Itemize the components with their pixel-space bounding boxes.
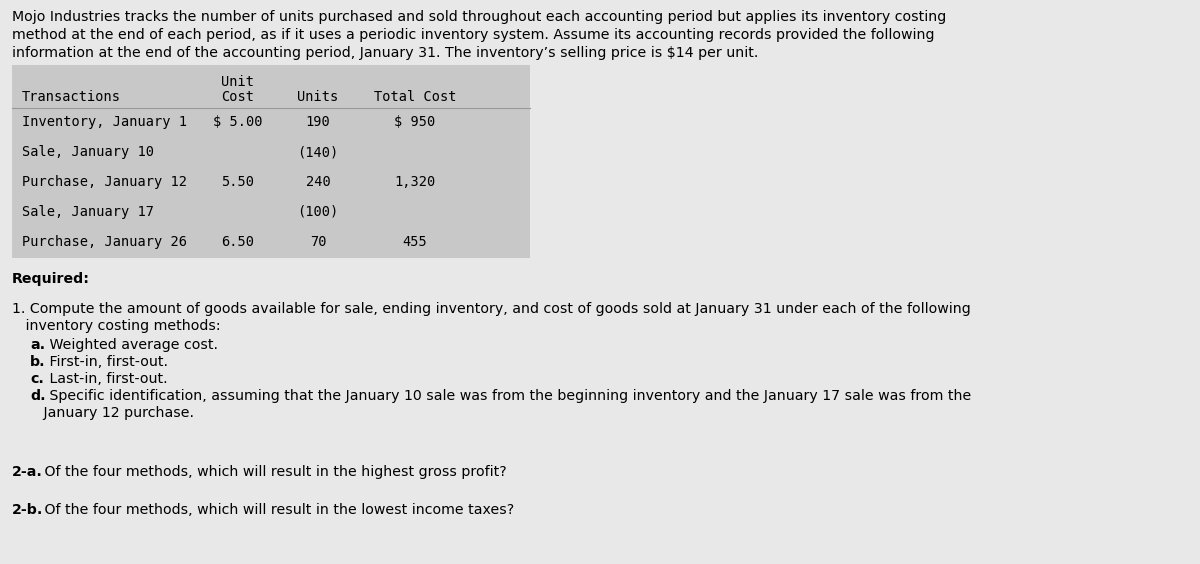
Text: Total Cost: Total Cost — [373, 90, 456, 104]
Text: 455: 455 — [403, 235, 427, 249]
Text: Cost: Cost — [222, 90, 254, 104]
Text: c.: c. — [30, 372, 44, 386]
Text: Of the four methods, which will result in the lowest income taxes?: Of the four methods, which will result i… — [40, 503, 515, 517]
Text: Mojo Industries tracks the number of units purchased and sold throughout each ac: Mojo Industries tracks the number of uni… — [12, 10, 947, 24]
Text: Last-in, first-out.: Last-in, first-out. — [46, 372, 168, 386]
Text: Units: Units — [298, 90, 338, 104]
Text: b.: b. — [30, 355, 46, 369]
Text: method at the end of each period, as if it uses a periodic inventory system. Ass: method at the end of each period, as if … — [12, 28, 935, 42]
Text: Inventory, January 1: Inventory, January 1 — [22, 115, 187, 129]
Text: January 12 purchase.: January 12 purchase. — [30, 406, 194, 420]
Text: (100): (100) — [298, 205, 338, 219]
Text: Purchase, January 12: Purchase, January 12 — [22, 175, 187, 189]
Text: 190: 190 — [306, 115, 330, 129]
Text: Transactions: Transactions — [22, 90, 121, 104]
Text: (140): (140) — [298, 145, 338, 159]
Text: Specific identification, assuming that the January 10 sale was from the beginnin: Specific identification, assuming that t… — [46, 389, 971, 403]
Text: 1. Compute the amount of goods available for sale, ending inventory, and cost of: 1. Compute the amount of goods available… — [12, 302, 971, 316]
Text: 1,320: 1,320 — [395, 175, 436, 189]
Text: 2-a.: 2-a. — [12, 465, 43, 479]
Text: $ 5.00: $ 5.00 — [214, 115, 263, 129]
Text: Required:: Required: — [12, 272, 90, 286]
Text: $ 950: $ 950 — [395, 115, 436, 129]
Text: information at the end of the accounting period, January 31. The inventory’s sel: information at the end of the accounting… — [12, 46, 758, 60]
Text: 240: 240 — [306, 175, 330, 189]
Text: d.: d. — [30, 389, 46, 403]
Text: Weighted average cost.: Weighted average cost. — [46, 338, 218, 352]
Text: Sale, January 17: Sale, January 17 — [22, 205, 154, 219]
Text: inventory costing methods:: inventory costing methods: — [12, 319, 221, 333]
Text: Of the four methods, which will result in the highest gross profit?: Of the four methods, which will result i… — [40, 465, 506, 479]
Text: First-in, first-out.: First-in, first-out. — [46, 355, 168, 369]
Text: 70: 70 — [310, 235, 326, 249]
Text: Purchase, January 26: Purchase, January 26 — [22, 235, 187, 249]
Text: 6.50: 6.50 — [222, 235, 254, 249]
Text: 2-b.: 2-b. — [12, 503, 43, 517]
Text: 5.50: 5.50 — [222, 175, 254, 189]
Text: Unit: Unit — [222, 75, 254, 89]
Text: Sale, January 10: Sale, January 10 — [22, 145, 154, 159]
Text: a.: a. — [30, 338, 46, 352]
